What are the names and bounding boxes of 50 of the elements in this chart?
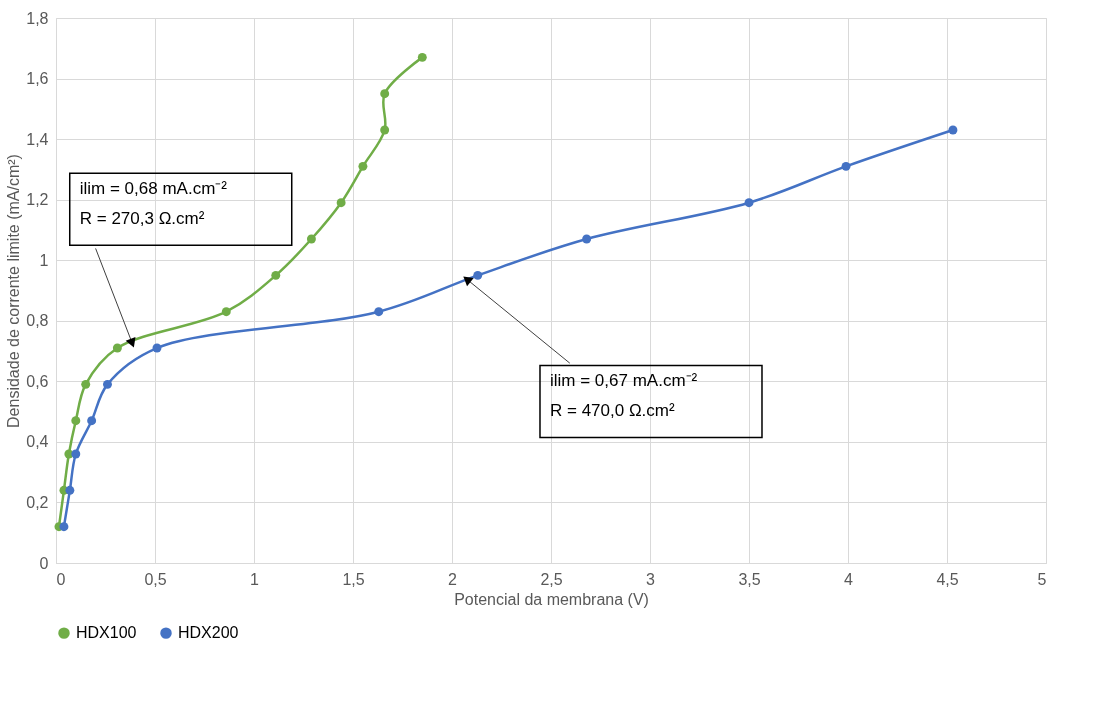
annotation: ilim = 0,67 mA.cm⁻² R = 470,0 Ω.cm² [549, 371, 698, 421]
point [221, 307, 231, 317]
x-tick-label: 1,5 [342, 570, 365, 588]
x-tick-label: 2,5 [540, 570, 563, 588]
point [744, 198, 754, 208]
y-tick-label: 0,2 [26, 493, 49, 511]
x-tick-label: 5 [1037, 570, 1047, 588]
point [336, 198, 346, 208]
point [59, 522, 69, 532]
x-tick-label: 0,5 [144, 570, 167, 588]
y-axis-title: Densidade de corrente limite (mA/cm²) [5, 154, 23, 428]
point [71, 416, 81, 426]
point [380, 125, 390, 135]
legend-label: HDX200 [178, 624, 239, 642]
point [358, 161, 368, 171]
y-tick-label: 1,8 [26, 9, 49, 27]
point [65, 485, 75, 495]
point [417, 52, 427, 62]
y-tick-label: 1,2 [26, 191, 49, 209]
x-tick-label: 4,5 [936, 570, 959, 588]
point [582, 234, 592, 244]
point [87, 416, 97, 426]
point [948, 125, 958, 135]
annotation: ilim = 0,68 mA.cm⁻² R = 270,3 Ω.cm² [79, 179, 228, 229]
x-tick-label: 1 [250, 570, 260, 588]
y-tick-label: 0,6 [26, 372, 49, 390]
y-tick-label: 1,4 [26, 130, 49, 148]
point [271, 270, 281, 280]
point [71, 449, 81, 459]
point [473, 270, 483, 280]
x-tick-label: 4 [844, 570, 854, 588]
y-tick-label: 1 [39, 251, 49, 269]
point [374, 307, 384, 317]
x-axis-title: Potencial da membrana (V) [454, 590, 649, 608]
point [841, 161, 851, 171]
y-tick-label: 1,6 [26, 70, 49, 88]
point [112, 343, 122, 353]
legend-label: HDX100 [76, 624, 137, 642]
x-tick-label: 0 [56, 570, 66, 588]
y-tick-label: 0,4 [26, 433, 49, 451]
point [380, 89, 390, 99]
point [81, 379, 91, 389]
x-tick-label: 3,5 [738, 570, 761, 588]
y-tick-label: 0,8 [26, 312, 49, 330]
point [306, 234, 316, 244]
y-tick-label: 0 [39, 554, 49, 572]
x-tick-label: 3 [646, 570, 656, 588]
point [103, 379, 112, 389]
x-tick-label: 2 [448, 570, 458, 588]
point [152, 343, 162, 353]
